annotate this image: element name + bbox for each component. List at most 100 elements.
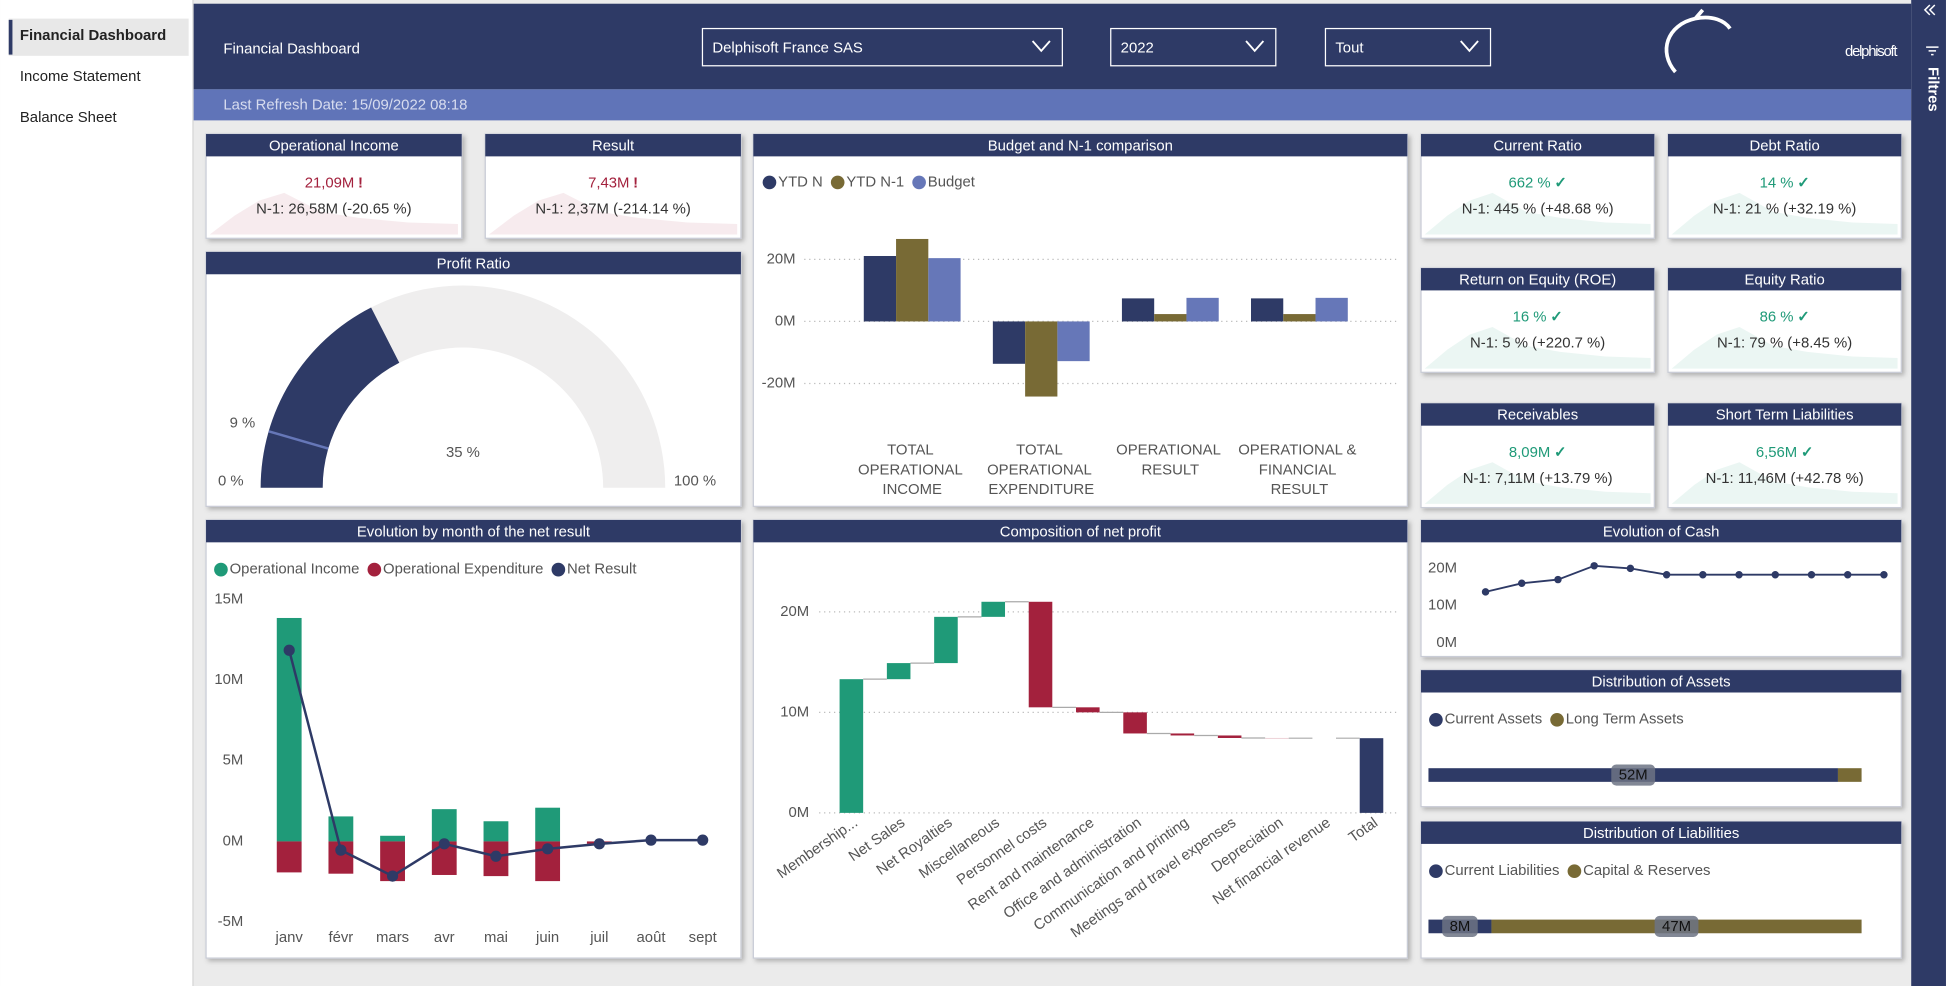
dropdown-value: Delphisoft France SAS — [712, 40, 863, 56]
x-tick-label: TOTAL OPERATIONAL INCOME — [858, 442, 966, 498]
gauge-value — [260, 307, 400, 488]
dropdown[interactable] — [1324, 27, 1492, 67]
data-label-box — [1654, 915, 1699, 937]
panel-title: Distribution of Liabilities — [1583, 826, 1739, 842]
nav-item[interactable]: Balance Sheet — [20, 110, 118, 126]
bar — [1025, 321, 1058, 397]
nav-selected-marker — [8, 19, 13, 55]
legend-label: Long Term Assets — [1566, 712, 1684, 728]
logo-icon — [1664, 8, 1732, 74]
y-tick-label: 0M — [223, 833, 244, 849]
panel-title: Evolution by month of the net result — [357, 524, 591, 540]
y-tick-label: 10M — [214, 672, 243, 688]
data-label: 52M — [1619, 768, 1648, 784]
legend-marker — [367, 562, 382, 577]
line-point — [593, 838, 605, 850]
line-point — [1662, 570, 1671, 579]
kpi-value-text: 21,09M — [305, 176, 355, 192]
panel-header — [1667, 134, 1902, 157]
panel-header — [1667, 268, 1902, 291]
header-bar — [193, 3, 1912, 90]
kpi-comparison: N-1: 7,11M (+13.79 %) — [1463, 471, 1613, 487]
refresh-date: Last Refresh Date: 15/09/2022 08:18 — [223, 97, 467, 113]
x-tick-label: OPERATIONAL RESULT — [1116, 442, 1224, 478]
x-tick-label: mai — [484, 930, 508, 946]
line-point — [697, 834, 709, 846]
panel-header — [753, 134, 1408, 157]
line-point — [1481, 588, 1490, 596]
bar — [1283, 314, 1316, 322]
x-tick-label: janv — [275, 930, 304, 946]
panel-header — [1421, 268, 1655, 291]
legend-marker — [762, 175, 777, 190]
kpi-comparison: N-1: 79 % (+8.45 %) — [1717, 336, 1852, 352]
line-point — [1807, 570, 1816, 579]
dropdown-chevron — [1031, 40, 1051, 53]
bar — [483, 821, 509, 842]
bar — [928, 258, 961, 322]
y-tick-label: 0M — [789, 805, 810, 821]
bar — [431, 809, 457, 842]
kpi-value: 16 % ✓ — [1513, 310, 1563, 326]
line-point — [1518, 579, 1526, 588]
line-point — [335, 844, 347, 856]
kpi-value: 7,43M! — [588, 176, 638, 192]
kpi-sparkline — [488, 192, 738, 235]
filter-icon — [1926, 46, 1939, 56]
collapse-icon[interactable] — [1923, 4, 1936, 16]
legend-label: Current Liabilities — [1445, 863, 1560, 879]
kpi-comparison: N-1: 26,58M (-20.65 %) — [256, 202, 411, 218]
waterfall-bar — [1028, 601, 1053, 708]
y-tick-label: -5M — [218, 914, 244, 930]
legend-marker — [830, 175, 845, 190]
bar — [276, 841, 302, 873]
data-label-box — [1611, 764, 1656, 786]
kpi-sparkline — [1424, 326, 1651, 369]
line-point — [1843, 570, 1852, 579]
bar — [1154, 314, 1187, 322]
bar — [535, 807, 561, 842]
kpi-sparkline — [1671, 326, 1898, 369]
y-tick-label: 10M — [780, 704, 809, 720]
kpi-value-text: 86 % — [1760, 310, 1794, 326]
y-tick-label: 0M — [1436, 635, 1457, 651]
kpi-indicator: ✓ — [1554, 445, 1566, 461]
kpi-indicator: ! — [358, 176, 363, 192]
legend-label: Capital & Reserves — [1583, 863, 1710, 879]
kpi-sparkline — [209, 192, 458, 235]
kpi-sparkline — [1424, 462, 1651, 504]
waterfall-bar — [981, 601, 1006, 617]
dropdown[interactable] — [1110, 27, 1277, 67]
gauge-value-label: 35 % — [446, 445, 480, 461]
nav-item[interactable]: Financial Dashboard — [20, 28, 166, 44]
legend-label: YTD N — [778, 174, 823, 190]
legend-marker — [912, 175, 926, 190]
nav-item[interactable]: Income Statement — [20, 69, 142, 85]
line-point — [1590, 562, 1598, 570]
dropdown[interactable] — [701, 27, 1063, 67]
line-point — [1626, 564, 1635, 573]
x-tick-label: OPERATIONAL & FINANCIAL RESULT — [1238, 442, 1360, 498]
bar — [380, 835, 405, 842]
line-point — [283, 644, 295, 656]
bar — [992, 321, 1026, 364]
dropdown-value: Tout — [1335, 40, 1364, 56]
legend-label: Net Result — [567, 562, 637, 578]
filter-pane-label[interactable]: Filtres — [1924, 67, 1940, 112]
page-title: Financial Dashboard — [223, 42, 359, 58]
kpi-value-text: 7,43M — [588, 176, 629, 192]
y-tick-label: 0M — [775, 313, 796, 329]
kpi-value-text: 8,09M — [1509, 445, 1550, 461]
kpi-indicator: ✓ — [1801, 445, 1813, 461]
line-point — [438, 838, 450, 850]
line-point — [1735, 570, 1743, 579]
bar — [1315, 297, 1348, 322]
waterfall-bar — [1217, 735, 1242, 738]
kpi-value-text: 6,56M — [1756, 445, 1797, 461]
kpi-indicator: ! — [633, 176, 638, 192]
bar — [1250, 298, 1284, 322]
nav-selected-bg — [8, 18, 189, 56]
x-tick-label: mars — [376, 930, 409, 946]
data-label: 8M — [1450, 919, 1471, 935]
kpi-comparison: N-1: 11,46M (+42.78 %) — [1706, 471, 1864, 487]
